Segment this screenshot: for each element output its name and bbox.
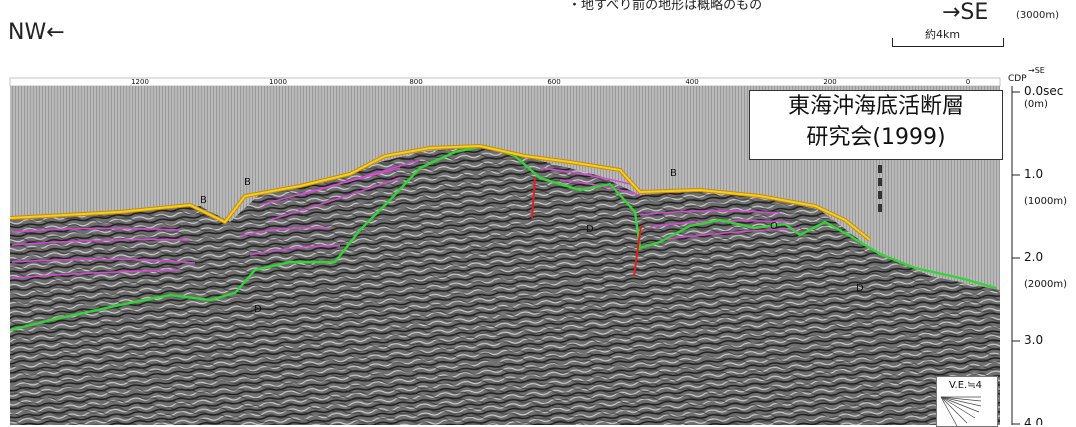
cdp-axis-direction: →SE (1028, 66, 1045, 75)
direction-nw: NW← (8, 20, 65, 45)
source-citation-box: 東海沖海底活断層 研究会(1999) (749, 90, 1003, 160)
ve-label: V.E.≒4 (949, 380, 982, 391)
horizon-d (10, 144, 997, 332)
scale-bar (892, 38, 1004, 47)
depth-label: (2000m) (1024, 279, 1067, 290)
vertical-exaggeration-box: V.E.≒4 (936, 376, 998, 427)
label-d-3: D (856, 283, 864, 294)
ve-fan-icon (940, 396, 982, 427)
cdp-tick-label: 800 (409, 78, 422, 86)
label-b-2: B (244, 177, 251, 188)
cdp-tick-label: 1200 (131, 78, 149, 86)
cdp-tick-label: 0 (966, 78, 970, 86)
label-b-3: B (670, 168, 677, 179)
direction-se: →SE (942, 0, 989, 25)
faults (531, 177, 642, 277)
time-label: 1.0 (1024, 167, 1043, 181)
depth-top-label: (3000m) (1016, 10, 1059, 21)
cdp-tick-label: 600 (547, 78, 560, 86)
cdp-tick-label: 1000 (269, 78, 287, 86)
cdp-tick-label: 400 (685, 78, 698, 86)
cdp-tick-label: 200 (823, 78, 836, 86)
label-d-2: D (586, 224, 594, 235)
time-axis: CDP →SE 0.0sec(0m) 1.0 (1000m) 2.0 (2000m) 3.… (1008, 66, 1067, 425)
time-label: 4.0 (1024, 416, 1043, 425)
label-d-1: D (254, 304, 262, 315)
citation-line-1: 東海沖海底活断層 (787, 94, 964, 119)
label-b-1: B (200, 195, 207, 206)
horizon-b (10, 144, 871, 241)
scale-label: 約4km (925, 28, 961, 41)
citation-line-2: 研究会(1999) (806, 125, 946, 150)
cdp-ruler (9, 77, 1001, 87)
time-label: 3.0 (1024, 333, 1043, 347)
cdp-axis-title: CDP (1008, 74, 1027, 84)
time-label: 0.0sec (1024, 84, 1063, 98)
time-label: 2.0 (1024, 250, 1043, 264)
depth-label: (1000m) (1024, 196, 1067, 207)
note-text: ・地すべり前の地形は概略のもの (568, 0, 763, 13)
label-o-1: O (770, 221, 778, 232)
intra-layer-reflectors (11, 159, 801, 279)
depth-label: (0m) (1024, 99, 1048, 110)
